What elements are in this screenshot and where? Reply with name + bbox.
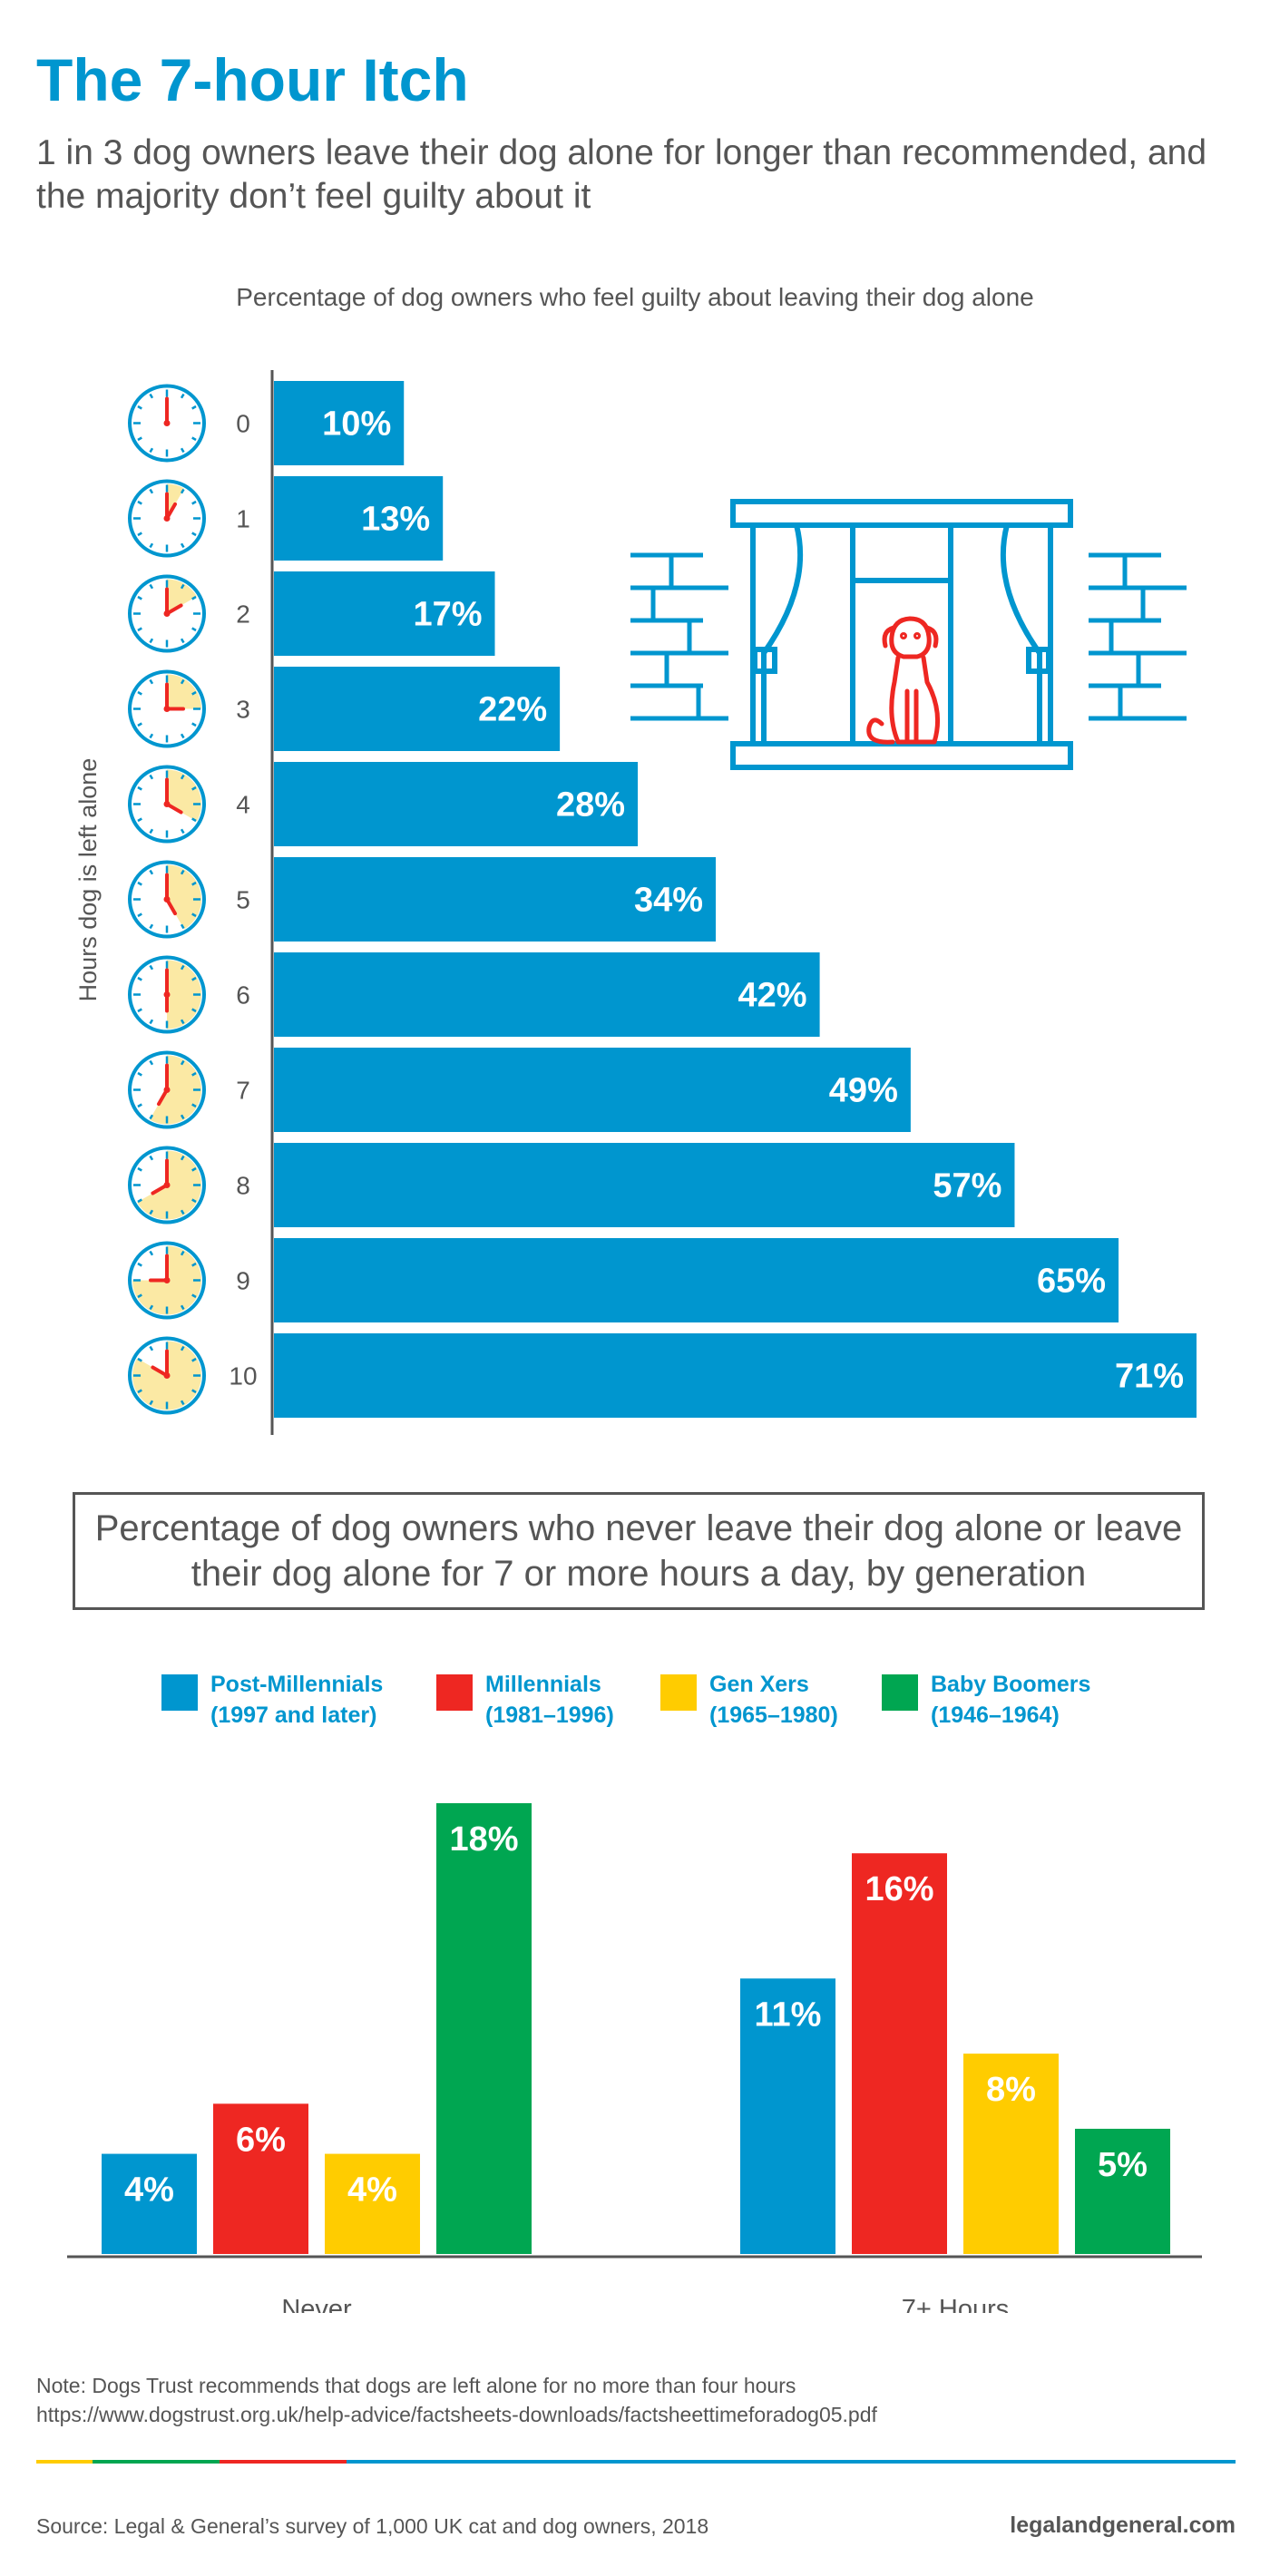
clock-icon [128,765,206,844]
bar-hour-4 [274,762,639,846]
bar-7-hours [1075,2128,1170,2254]
tick-label: 5 [236,886,250,914]
bar-label: 16% [865,1870,933,1908]
bar-hour-9 [274,1238,1119,1322]
bar-label: 34% [634,882,703,920]
bar-hour-2 [274,571,495,656]
tick-label: 6 [236,981,250,1010]
legend-label: Millennials (1981–1996) [485,1669,614,1731]
chart2-legend: Post-Millennials (1997 and later) Millenni… [0,1669,1270,1742]
bar-never [213,2103,308,2254]
page-subtitle: 1 in 3 dog owners leave their dog alone … [36,133,1207,216]
bar-label: 18% [449,1820,518,1859]
tick-label: 8 [236,1172,250,1200]
clock-icon [128,479,206,558]
bar-never [325,2153,420,2254]
legend-label: Gen Xers (1965–1980) [709,1669,838,1731]
chart1-title: Percentage of dog owners who feel guilty… [236,283,1034,311]
tick-label: 7 [236,1077,250,1105]
legend-series-years: (1997 and later) [210,1703,377,1728]
clock-icon [128,1146,206,1225]
bar-label: 4% [347,2171,397,2210]
legend-label: Baby Boomers (1946–1964) [931,1669,1090,1731]
bar-label: 71% [1115,1358,1184,1396]
note-url[interactable]: https://www.dogstrust.org.uk/help-advice… [36,2403,877,2426]
bar-label: 49% [829,1072,898,1110]
note: Note: Dogs Trust recommends that dogs ar… [36,2371,877,2429]
legend-label: Post-Millennials (1997 and later) [210,1669,383,1731]
bar-7-hours [852,1853,947,2254]
brand-link[interactable]: legalandgeneral.com [1010,2513,1236,2538]
legend-swatch [660,1674,697,1711]
legend-series-name: Post-Millennials [210,1672,384,1697]
legend-item: Millennials (1981–1996) [436,1669,614,1731]
tick-label: 10 [229,1362,257,1390]
page-title: The 7-hour Itch [36,46,469,113]
bar-label: 5% [1098,2146,1148,2184]
bar-hour-10 [274,1333,1197,1418]
legend-series-name: Millennials [485,1672,601,1697]
bar-hour-0 [274,381,405,465]
legend-series-name: Baby Boomers [931,1672,1091,1697]
bar-label: 22% [478,691,547,729]
legend-item: Baby Boomers (1946–1964) [882,1669,1090,1731]
clock-icon [128,384,206,463]
tick-label: 0 [236,410,250,438]
bar-label: 8% [986,2071,1036,2109]
legend-item: Gen Xers (1965–1980) [660,1669,838,1731]
legend-item: Post-Millennials (1997 and later) [161,1669,383,1731]
legend-swatch [882,1674,918,1711]
note-line-1: Note: Dogs Trust recommends that dogs ar… [36,2374,796,2397]
bar-label: 13% [361,501,430,539]
tick-label: 9 [236,1267,250,1295]
footer-color-rule [36,2460,1236,2464]
legend-series-years: (1981–1996) [485,1703,614,1728]
tick-label: 1 [236,505,250,533]
bar-7-hours [740,1978,835,2254]
generation-bar-chart: 4% 6% 4% 18% Never 11% 16% 8% 5% 7+ Hours [67,1803,1202,2313]
bar-7-hours [963,2054,1059,2254]
tick-label: 4 [236,791,250,819]
legend-swatch [436,1674,473,1711]
bar-label: 4% [124,2171,174,2210]
category-label: Never [281,2295,352,2313]
bar-hour-3 [274,667,561,751]
chart2-title: Percentage of dog owners who never leave… [94,1508,1183,1594]
bar-hour-1 [274,476,444,561]
tick-label: 2 [236,600,250,629]
legend-swatch [161,1674,198,1711]
bar-label: 65% [1037,1263,1106,1301]
bar-hour-6 [274,952,820,1037]
y-axis-label: Hours dog is left alone [74,758,102,1002]
clock-icon [128,955,206,1034]
clock-icon [128,1050,206,1129]
category-label: 7+ Hours [902,2295,1009,2313]
bar-label: 28% [556,786,625,825]
clock-icon [128,1241,206,1320]
bar-label: 6% [236,2121,286,2159]
legend-series-years: (1946–1964) [931,1703,1060,1728]
bar-label: 42% [738,977,807,1015]
clock-icon [128,1336,206,1415]
bar-never [436,1803,532,2254]
clock-icon [128,669,206,748]
legend-series-name: Gen Xers [709,1672,809,1697]
clock-icon [128,860,206,939]
dog-icon [866,616,941,745]
bar-never [102,2153,197,2254]
legend-series-years: (1965–1980) [709,1703,838,1728]
tick-label: 3 [236,696,250,724]
bar-label: 17% [413,596,482,634]
bar-hour-8 [274,1143,1015,1227]
bar-label: 11% [755,1995,822,2034]
bar-label: 57% [933,1167,1001,1205]
bar-hour-7 [274,1048,911,1132]
bar-label: 10% [322,405,391,444]
bar-hour-5 [274,857,717,942]
clock-icon [128,574,206,653]
chart2-title-box: Percentage of dog owners who never leave… [73,1492,1205,1610]
source-text: Source: Legal & General’s survey of 1,00… [36,2514,709,2538]
guilt-bar-chart: Hours dog is left alone 10% 0 13% 1 17% 2 22% 3 2… [74,370,1197,1435]
dog-at-window-icon [630,499,1187,770]
